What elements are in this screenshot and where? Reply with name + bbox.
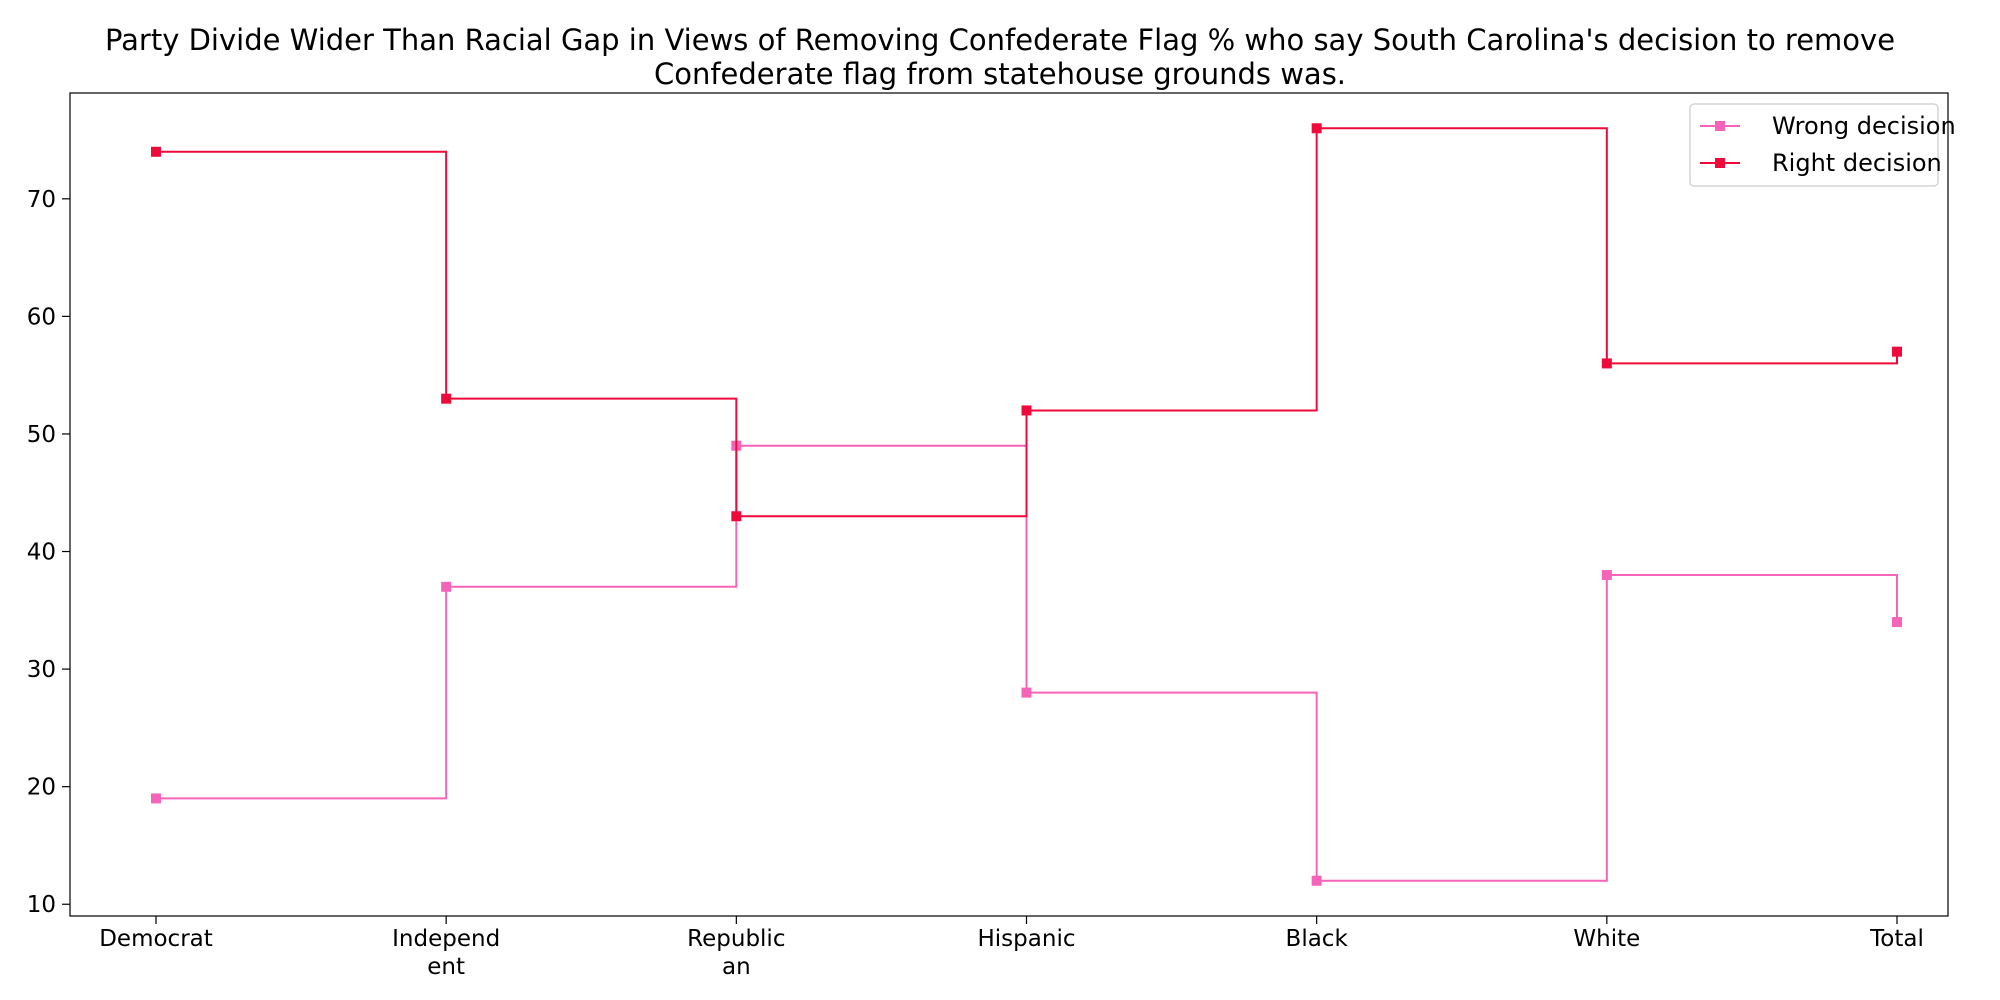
x-tick-label-line: ent	[427, 954, 465, 980]
data-point-wrong-decision-black	[1311, 875, 1322, 886]
series-layer	[151, 123, 1902, 886]
y-tick-label: 60	[27, 304, 56, 330]
series-right-decision	[151, 123, 1902, 522]
legend-swatch-marker	[1715, 158, 1725, 168]
y-tick-label: 70	[27, 187, 56, 213]
y-tick-label: 50	[27, 422, 56, 448]
data-point-wrong-decision-independent	[441, 581, 452, 592]
legend-box	[1689, 103, 1939, 187]
x-tick-label-independent: Independ ent	[392, 926, 500, 980]
data-point-right-decision-total	[1892, 346, 1902, 357]
y-axis: 10 20 30 40 50 60 70	[27, 187, 70, 918]
legend-label: Wrong decision	[1772, 112, 1956, 140]
data-point-wrong-decision-democrat	[151, 793, 161, 804]
x-tick-label-line: Democrat	[99, 926, 213, 952]
y-tick-label: 30	[27, 657, 56, 683]
data-point-right-decision-black	[1311, 123, 1322, 134]
x-tick-label-black: Black	[1286, 926, 1349, 952]
x-tick-label-republican: Republic an	[687, 926, 785, 980]
chart-title: Party Divide Wider Than Racial Gap in Vi…	[105, 23, 1895, 91]
data-point-wrong-decision-total	[1892, 617, 1902, 628]
data-point-right-decision-democrat	[151, 146, 161, 157]
x-tick-label-line: White	[1573, 926, 1640, 952]
x-tick-label-line: Black	[1286, 926, 1349, 952]
x-tick-label-line: Independ	[392, 926, 500, 952]
data-point-right-decision-republican	[731, 511, 742, 522]
legend-swatch-marker	[1715, 121, 1725, 131]
series-line-right-decision	[156, 127, 1898, 518]
x-tick-label-line: Hispanic	[978, 926, 1076, 952]
chart-title-line-2: Confederate flag from statehouse grounds…	[654, 57, 1346, 91]
x-tick-label-democrat: Democrat	[99, 926, 213, 952]
data-point-right-decision-white	[1601, 358, 1612, 369]
chart-title-line-1: Party Divide Wider Than Racial Gap in Vi…	[105, 23, 1895, 57]
data-point-wrong-decision-white	[1601, 570, 1612, 581]
x-tick-label-white: White	[1573, 926, 1640, 952]
x-tick-label-line: Republic	[687, 926, 785, 952]
x-tick-label-total: Total	[1869, 926, 1924, 952]
y-tick-label: 20	[27, 775, 56, 801]
x-tick-label-line: an	[722, 954, 751, 980]
legend-label: Right decision	[1772, 149, 1942, 177]
legend-entry-right-decision: Right decision	[1700, 149, 1942, 177]
x-tick-label-line: Total	[1869, 926, 1924, 952]
y-tick-label: 40	[27, 540, 56, 566]
legend: Wrong decision Right decision	[1689, 103, 1956, 187]
x-axis: Democrat Independ ent Republic an Hispanic Bla…	[99, 916, 1924, 980]
data-point-right-decision-hispanic	[1021, 405, 1032, 416]
plot-area	[69, 92, 1949, 917]
x-tick-label-hispanic: Hispanic	[978, 926, 1076, 952]
data-point-right-decision-independent	[441, 393, 452, 404]
data-point-wrong-decision-hispanic	[1021, 687, 1032, 698]
y-tick-label: 10	[27, 892, 56, 918]
legend-entry-wrong-decision: Wrong decision	[1700, 112, 1956, 140]
